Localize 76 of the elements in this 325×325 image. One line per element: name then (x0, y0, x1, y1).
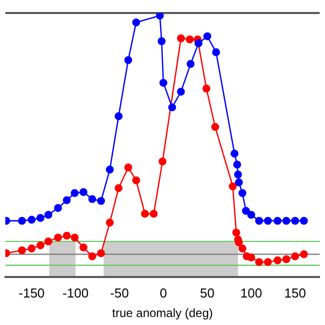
point (186, 60, 195, 68)
point (176, 34, 185, 42)
point (194, 39, 202, 48)
point (88, 195, 96, 204)
point (238, 189, 246, 198)
point (97, 249, 105, 258)
point (54, 234, 62, 242)
point (159, 78, 168, 87)
point (168, 103, 176, 112)
point (44, 238, 52, 246)
point (230, 150, 238, 158)
point (291, 252, 300, 260)
point (70, 189, 79, 198)
point (202, 84, 210, 92)
point (124, 56, 132, 64)
point (18, 216, 26, 225)
point (247, 210, 256, 219)
point (36, 241, 44, 250)
point (247, 253, 256, 262)
point (264, 216, 272, 225)
point (234, 170, 242, 178)
point (114, 112, 123, 120)
x-tick-label: -100 (62, 285, 89, 300)
x-tick-label: -150 (18, 285, 45, 300)
point (44, 210, 52, 219)
point (28, 216, 36, 224)
x-tick-label: 50 (200, 285, 215, 300)
point (203, 32, 212, 40)
x-tick-label: 0 (160, 285, 167, 300)
point (18, 246, 26, 254)
point (255, 216, 264, 225)
point (106, 218, 114, 227)
point (274, 216, 282, 225)
point (124, 164, 132, 172)
point (242, 206, 250, 215)
point (282, 255, 290, 264)
point (211, 123, 220, 131)
point (156, 13, 164, 20)
point (233, 160, 242, 169)
point (114, 184, 123, 192)
point (274, 256, 282, 264)
point (140, 210, 149, 218)
point (132, 18, 140, 26)
point (234, 178, 243, 186)
point (158, 158, 166, 166)
point (300, 250, 308, 258)
point (282, 216, 290, 225)
point (291, 216, 300, 225)
point (150, 210, 158, 218)
point (62, 196, 71, 204)
point (238, 244, 246, 252)
point (158, 37, 166, 46)
point (106, 166, 114, 174)
point (28, 244, 36, 252)
x-tick-label: 150 (284, 285, 306, 300)
point (70, 234, 79, 242)
point (176, 88, 185, 96)
point (234, 238, 243, 246)
point (54, 204, 62, 212)
x-tick-label: -50 (110, 285, 129, 300)
point (186, 35, 194, 44)
x-tick-label: 100 (240, 285, 262, 300)
point (88, 252, 96, 260)
point (300, 216, 308, 225)
point (80, 188, 88, 196)
x-axis-title: true anomaly (deg) (112, 306, 213, 320)
point (228, 182, 237, 190)
point (232, 228, 240, 237)
point (255, 258, 264, 266)
point (132, 176, 140, 184)
point (36, 214, 44, 222)
point (264, 258, 272, 266)
point (212, 48, 220, 56)
point (97, 196, 105, 205)
point (62, 232, 71, 240)
point (80, 244, 88, 252)
